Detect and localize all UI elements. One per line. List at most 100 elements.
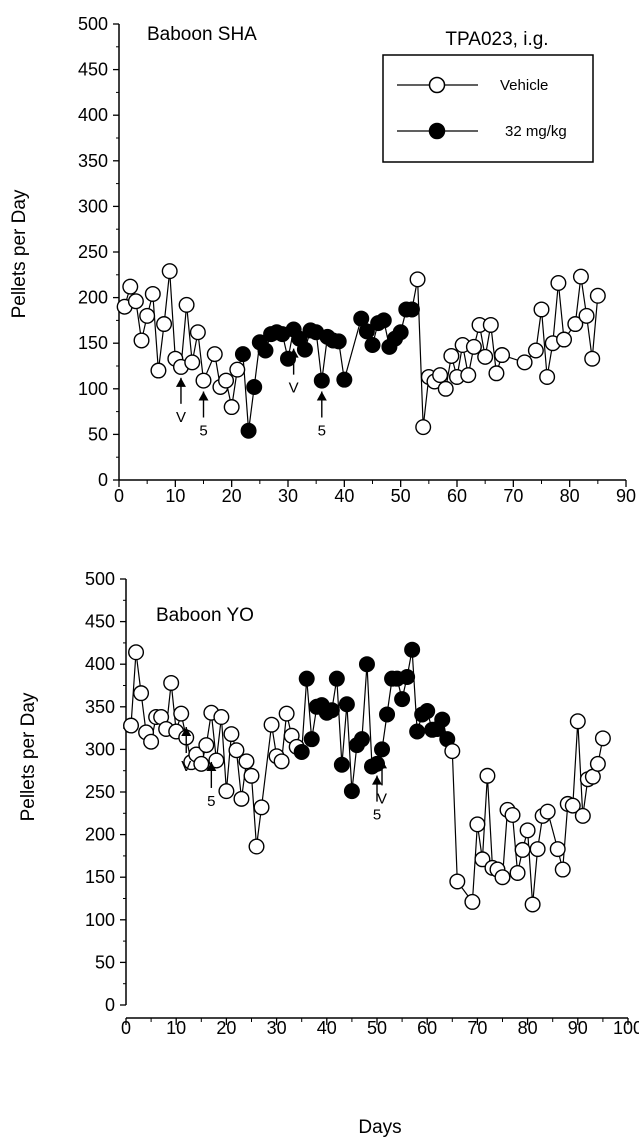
annotation-arrow: V <box>176 377 186 426</box>
y-tick-label-yo: 150 <box>85 867 115 887</box>
annotation-label: 5 <box>318 423 326 440</box>
data-point-vehicle <box>228 742 245 759</box>
data-point-vehicle <box>589 287 606 304</box>
data-point-vehicle <box>253 799 270 816</box>
data-point-vehicle <box>238 753 255 770</box>
data-point-vehicle <box>554 861 571 878</box>
data-point-vehicle <box>133 332 150 349</box>
arrow-head <box>198 391 209 401</box>
data-point-vehicle <box>409 271 426 288</box>
annotation-label: V <box>176 409 186 426</box>
annotation-label: V <box>181 758 191 775</box>
data-point-vehicle <box>469 816 486 833</box>
arrow-head <box>206 761 217 771</box>
annotation-arrow: V <box>377 759 387 807</box>
x-tick-label-sha: 30 <box>278 486 298 506</box>
data-point-dose <box>374 741 391 758</box>
y-tick-label-sha: 500 <box>78 14 108 34</box>
data-point-vehicle <box>173 705 190 722</box>
data-point-vehicle <box>524 896 541 913</box>
arrow-head <box>316 391 327 401</box>
x-tick-label-sha: 50 <box>391 486 411 506</box>
x-tick-label-sha: 90 <box>616 486 636 506</box>
data-point-dose <box>330 333 347 350</box>
x-tick-label-yo: 70 <box>467 1018 487 1038</box>
x-tick-label-sha: 70 <box>503 486 523 506</box>
arrow-head <box>372 775 382 785</box>
xlabel-yo: Days <box>358 1117 401 1138</box>
data-point-vehicle <box>144 285 161 302</box>
data-point-vehicle <box>514 841 531 858</box>
data-point-vehicle <box>529 841 546 858</box>
title-sha: Baboon SHA <box>147 24 257 45</box>
data-point-dose <box>240 422 257 439</box>
data-point-vehicle <box>248 838 265 855</box>
data-point-vehicle <box>550 275 567 292</box>
x-tick-label-yo: 20 <box>216 1018 236 1038</box>
y-tick-label-yo: 350 <box>85 697 115 717</box>
data-point-vehicle <box>533 301 550 318</box>
data-point-vehicle <box>556 331 573 348</box>
data-point-vehicle <box>143 733 160 750</box>
annotation-arrow: 5 <box>198 391 209 440</box>
legend-vehicle-marker <box>428 76 446 94</box>
data-point-vehicle <box>464 893 481 910</box>
data-point-dose <box>434 711 451 728</box>
arrow-head <box>288 348 299 358</box>
data-point-dose <box>399 668 416 685</box>
data-point-vehicle <box>584 350 601 367</box>
x-tick-label-sha: 60 <box>447 486 467 506</box>
data-point-vehicle <box>589 755 606 772</box>
x-tick-label-sha: 0 <box>114 486 124 506</box>
data-point-vehicle <box>233 790 250 807</box>
x-tick-label-sha: 10 <box>165 486 185 506</box>
y-tick-label-sha: 300 <box>78 196 108 216</box>
legend: TPA023, i.g. Vehicle 32 mg/kg <box>382 29 594 163</box>
y-tick-label-yo: 400 <box>85 654 115 674</box>
data-point-dose <box>234 346 251 363</box>
data-point-vehicle <box>263 716 280 733</box>
data-point-vehicle <box>123 717 140 734</box>
data-point-vehicle <box>519 822 536 839</box>
legend-box <box>382 54 594 163</box>
data-point-dose <box>328 670 345 687</box>
data-point-dose <box>404 641 421 658</box>
data-point-vehicle <box>213 709 230 726</box>
data-point-vehicle <box>415 419 432 436</box>
data-point-vehicle <box>488 365 505 382</box>
data-point-vehicle <box>208 752 225 769</box>
data-point-dose <box>303 731 320 748</box>
data-point-vehicle <box>574 807 591 824</box>
data-point-vehicle <box>527 342 544 359</box>
data-point-vehicle <box>460 367 477 384</box>
data-point-dose <box>293 743 310 760</box>
data-point-dose <box>358 656 375 673</box>
annotation-arrow: 5 <box>206 761 217 810</box>
data-point-vehicle <box>243 767 260 784</box>
data-point-vehicle <box>572 268 589 285</box>
data-point-vehicle <box>594 730 611 747</box>
x-tick-label-yo: 10 <box>166 1018 186 1038</box>
annotation-label: 5 <box>199 423 207 440</box>
data-point-dose <box>338 696 355 713</box>
data-point-dose <box>375 312 392 329</box>
data-point-vehicle <box>223 399 240 416</box>
x-tick-label-yo: 40 <box>317 1018 337 1038</box>
legend-dose-marker <box>428 122 446 140</box>
data-point-vehicle <box>122 278 139 295</box>
plot-sha: 0 50 100 150 200 250 300 350 400 450 500 0 10 20 30 40 5… <box>78 14 636 506</box>
title-yo: Baboon YO <box>156 605 254 626</box>
data-point-vehicle <box>189 324 206 341</box>
y-tick-label-yo: 500 <box>85 569 115 589</box>
panel-sha: Pellets per Day Baboon SHA TPA023, i.g. … <box>9 24 594 318</box>
data-point-vehicle <box>494 347 511 364</box>
data-point-vehicle <box>184 354 201 371</box>
x-tick-label-yo: 60 <box>417 1018 437 1038</box>
data-point-dose <box>409 723 426 740</box>
data-point-vehicle <box>444 743 461 760</box>
data-point-dose <box>394 691 411 708</box>
y-tick-label-sha: 150 <box>78 333 108 353</box>
data-point-vehicle <box>549 841 566 858</box>
data-point-dose <box>358 323 375 340</box>
